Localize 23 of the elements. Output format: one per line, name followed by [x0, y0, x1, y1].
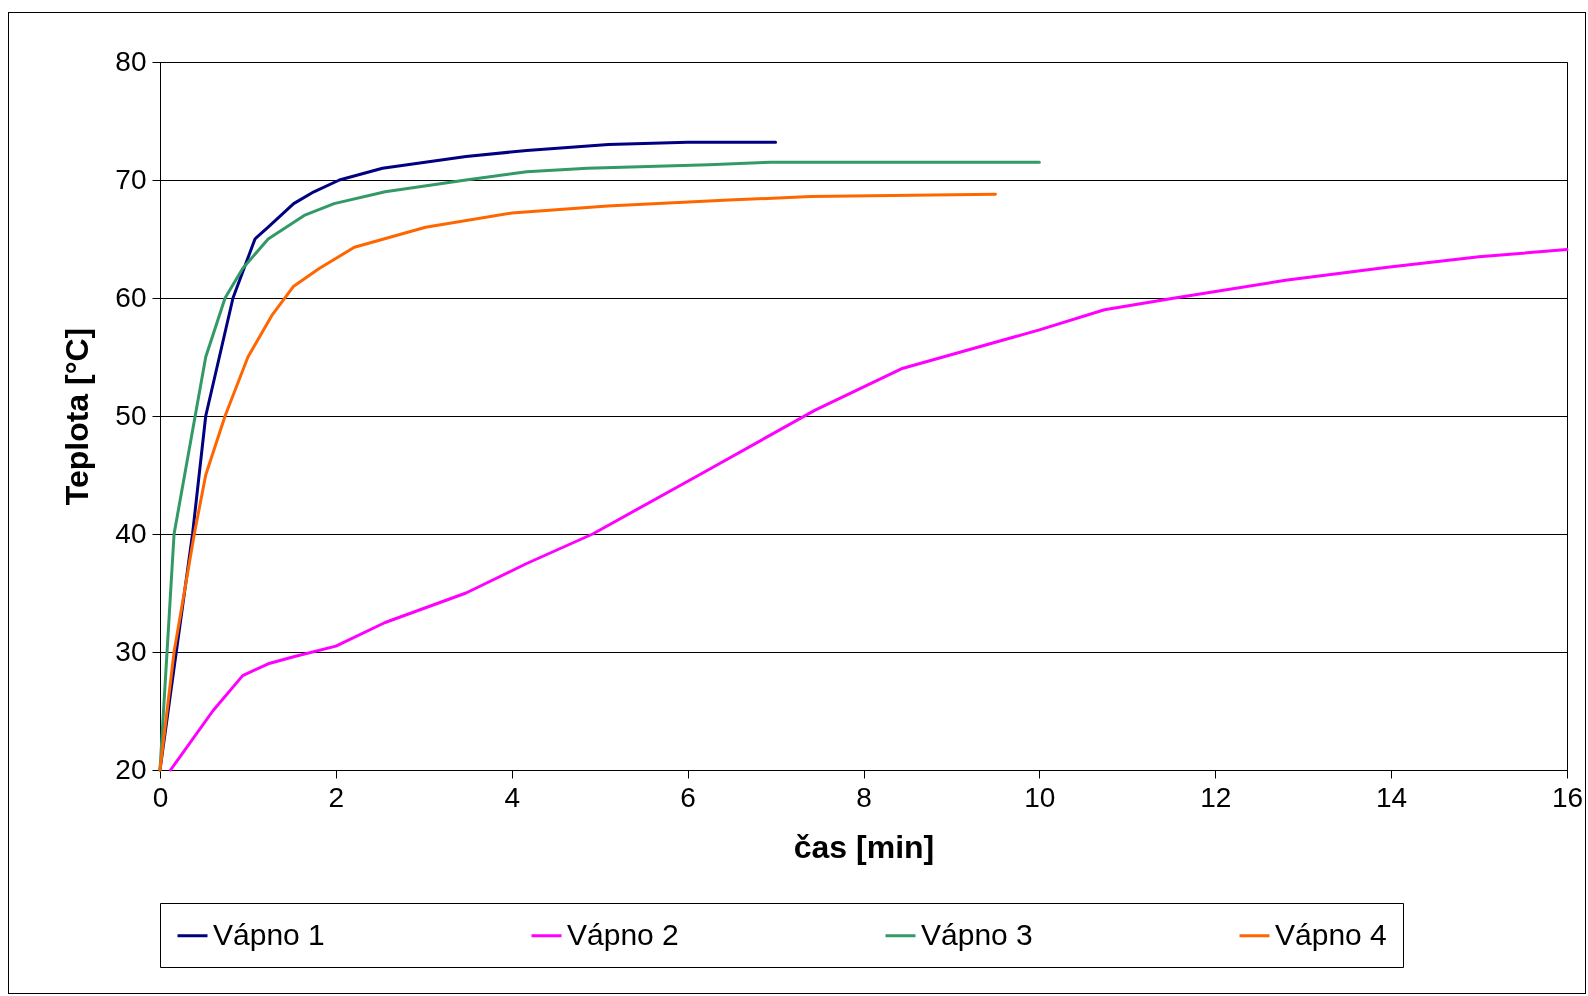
x-tick-label: 4: [504, 781, 521, 813]
x-tick-label: 14: [1376, 781, 1408, 813]
x-axis-title: čas [min]: [793, 828, 935, 865]
legend-label: Vápno 3: [921, 917, 1033, 951]
legend-label: Vápno 1: [213, 917, 325, 951]
x-tick-label: 8: [856, 781, 872, 813]
x-tick-label: 12: [1200, 781, 1232, 813]
x-tick-label: 16: [1551, 781, 1584, 813]
y-tick-label: 70: [115, 163, 147, 195]
x-tick-label: 2: [328, 781, 345, 813]
y-tick-label: 20: [115, 753, 147, 785]
y-tick-label: 40: [115, 517, 147, 549]
y-tick-label: 50: [115, 399, 147, 431]
x-tick-label: 0: [152, 781, 169, 813]
legend-label: Vápno 4: [1275, 917, 1387, 951]
legend-label: Vápno 2: [567, 917, 679, 951]
x-tick-label: 6: [680, 781, 696, 813]
y-tick-label: 80: [115, 45, 147, 77]
y-tick-label: 60: [115, 281, 147, 313]
y-axis-title: Teplota [°C]: [59, 327, 96, 506]
y-tick-label: 30: [115, 635, 147, 667]
x-tick-label: 10: [1024, 781, 1056, 813]
line-series: [169, 248, 1569, 772]
